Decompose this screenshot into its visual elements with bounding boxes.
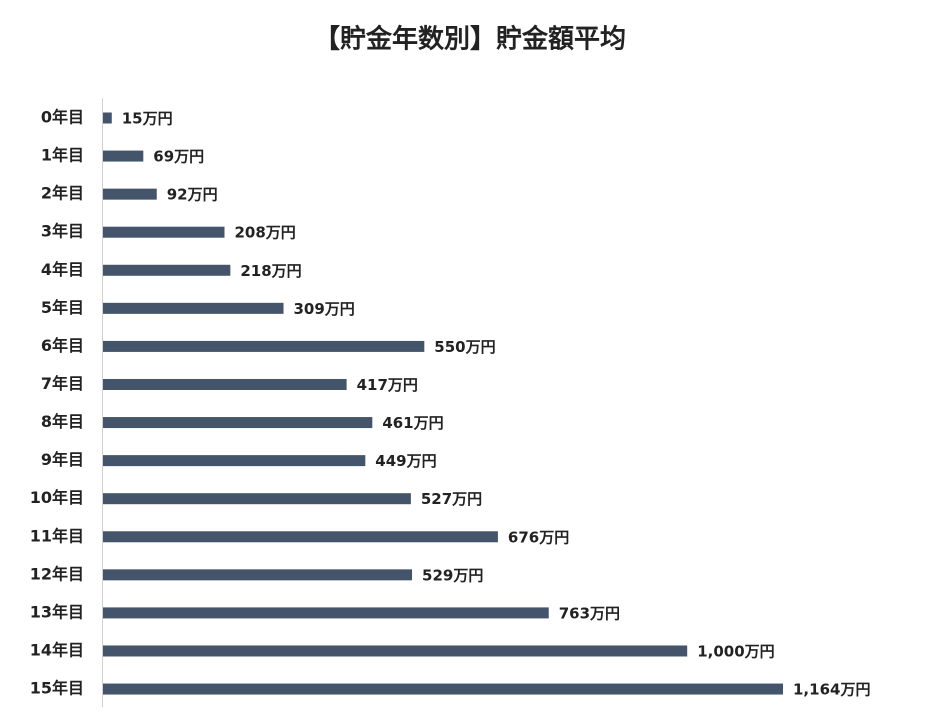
bar: [103, 226, 225, 238]
bar: [103, 378, 347, 390]
bar: [103, 340, 425, 352]
bar: [103, 150, 144, 162]
data-label: 1,164万円: [793, 681, 870, 699]
y-tick-label: 12年目: [30, 564, 84, 583]
bar: [103, 645, 688, 657]
bar: [103, 264, 231, 276]
bar: [103, 417, 373, 429]
bar: [103, 683, 783, 695]
y-tick-label: 11年目: [30, 526, 84, 545]
data-label: 449万円: [375, 452, 436, 470]
y-tick-label: 8年目: [41, 412, 84, 431]
bar: [103, 607, 549, 619]
y-tick-label: 4年目: [41, 260, 84, 279]
data-label: 208万円: [235, 224, 296, 242]
y-tick-label: 14年目: [30, 640, 84, 659]
y-tick-label: 10年目: [30, 488, 84, 507]
y-tick-label: 3年目: [41, 222, 84, 241]
y-tick-label: 7年目: [41, 374, 84, 393]
bar: [103, 455, 366, 467]
data-label: 461万円: [382, 414, 443, 432]
data-label: 15万円: [122, 110, 173, 128]
data-label: 218万円: [240, 262, 301, 280]
data-label: 69万円: [153, 148, 204, 166]
data-label: 763万円: [559, 604, 620, 622]
y-tick-label: 13年目: [30, 602, 84, 621]
bar: [103, 112, 112, 124]
data-label: 417万円: [357, 376, 418, 394]
bar: [103, 302, 284, 314]
data-label: 676万円: [508, 528, 569, 546]
y-tick-label: 0年目: [41, 108, 84, 127]
bar: [103, 569, 413, 581]
y-tick-label: 5年目: [41, 298, 84, 317]
y-tick-label: 9年目: [41, 450, 84, 469]
bar: [103, 531, 498, 543]
data-label: 529万円: [422, 566, 483, 584]
data-label: 527万円: [421, 490, 482, 508]
data-label: 1,000万円: [697, 642, 774, 660]
bar: [103, 493, 411, 505]
y-tick-label: 2年目: [41, 184, 84, 203]
data-label: 550万円: [434, 338, 495, 356]
y-tick-label: 1年目: [41, 146, 84, 165]
chart-title: 【貯金年数別】貯金額平均: [314, 24, 626, 55]
data-label: 92万円: [167, 186, 218, 204]
data-label: 309万円: [294, 300, 355, 318]
y-tick-label: 6年目: [41, 336, 84, 355]
y-tick-label: 15年目: [30, 679, 84, 698]
bar: [103, 188, 157, 200]
